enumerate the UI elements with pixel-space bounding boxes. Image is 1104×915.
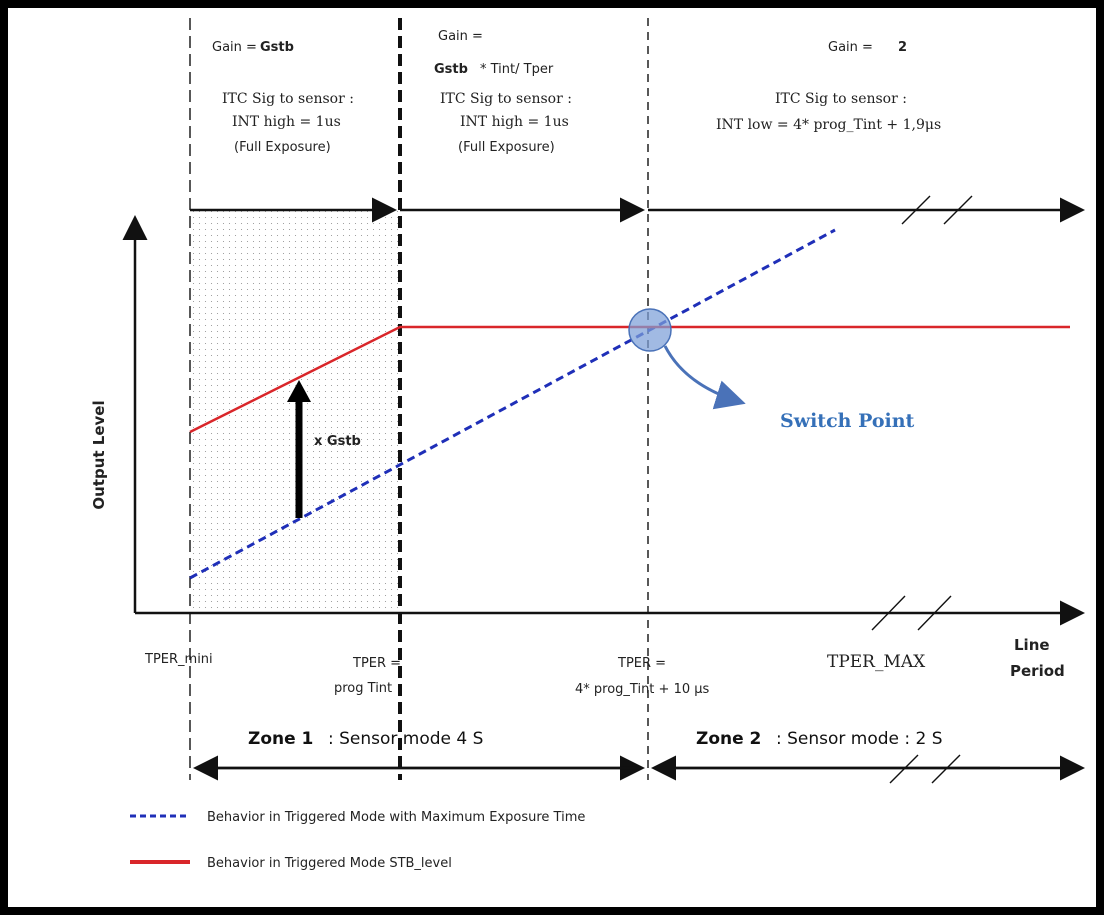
tper-tint-label-line1: TPER = bbox=[352, 656, 401, 671]
y-axis-label: Output Level bbox=[90, 400, 108, 509]
zone2-gain-label: Gain = bbox=[828, 40, 873, 55]
zone1-gain-value: Gstb bbox=[260, 40, 294, 55]
max-exposure-curve bbox=[189, 228, 836, 580]
zone1-description: : Sensor mode 4 S bbox=[328, 729, 483, 749]
mid-itc-label: ITC Sig to sensor : bbox=[440, 91, 572, 107]
zone1-title: Zone 1 bbox=[248, 729, 313, 749]
zone1-shaded-area bbox=[190, 210, 400, 613]
x-axis-label-line2: Period bbox=[1010, 662, 1065, 680]
bottom-axis-break-1 bbox=[889, 754, 919, 784]
tper-max-label: TPER_MAX bbox=[827, 652, 926, 672]
zone1-itc-label: ITC Sig to sensor : bbox=[222, 91, 354, 107]
x-axis-break-1 bbox=[871, 595, 906, 631]
mid-gain-value-rest: * Tint/ Tper bbox=[480, 62, 554, 77]
zone1-itc-value: INT high = 1us bbox=[232, 114, 341, 130]
mid-exposure: (Full Exposure) bbox=[458, 140, 555, 155]
zone2-description: : Sensor mode : 2 S bbox=[776, 729, 943, 749]
switch-point-callout-arrow bbox=[663, 345, 746, 410]
tper-tint-label-line2: prog Tint bbox=[334, 681, 392, 696]
x-axis-label-line1: Line bbox=[1014, 636, 1050, 654]
zone2-gain-value: 2 bbox=[898, 40, 907, 55]
zone1-exposure: (Full Exposure) bbox=[234, 140, 331, 155]
zone2-itc-value: INT low = 4* prog_Tint + 1,9μs bbox=[716, 117, 941, 133]
gain-arrow-head bbox=[287, 380, 311, 402]
x-axis-break-2 bbox=[917, 595, 952, 631]
legend-red-text: Behavior in Triggered Mode STB_level bbox=[207, 856, 452, 871]
switch-point-marker bbox=[628, 308, 672, 352]
tper-mini-label: TPER_mini bbox=[144, 652, 213, 667]
mid-gain-label: Gain = bbox=[438, 29, 483, 44]
zone2-title: Zone 2 bbox=[696, 729, 761, 749]
zone2-itc-label: ITC Sig to sensor : bbox=[775, 91, 907, 107]
legend-blue-text: Behavior in Triggered Mode with Maximum … bbox=[207, 810, 585, 825]
zone1-gain-label: Gain = bbox=[212, 40, 257, 55]
top-axis-break-1 bbox=[901, 195, 931, 225]
tper-switch-label-line2: 4* prog_Tint + 10 μs bbox=[575, 682, 710, 697]
stb-level-curve bbox=[189, 325, 1070, 434]
switch-point-label: Switch Point bbox=[780, 410, 915, 432]
bottom-axis-break-2 bbox=[931, 754, 961, 784]
tper-switch-label-line1: TPER = bbox=[617, 656, 666, 671]
mid-itc-value: INT high = 1us bbox=[460, 114, 569, 130]
gain-arrow-label: x Gstb bbox=[314, 434, 361, 449]
mid-gain-value-bold: Gstb bbox=[434, 62, 468, 77]
top-axis-break-2 bbox=[943, 195, 973, 225]
